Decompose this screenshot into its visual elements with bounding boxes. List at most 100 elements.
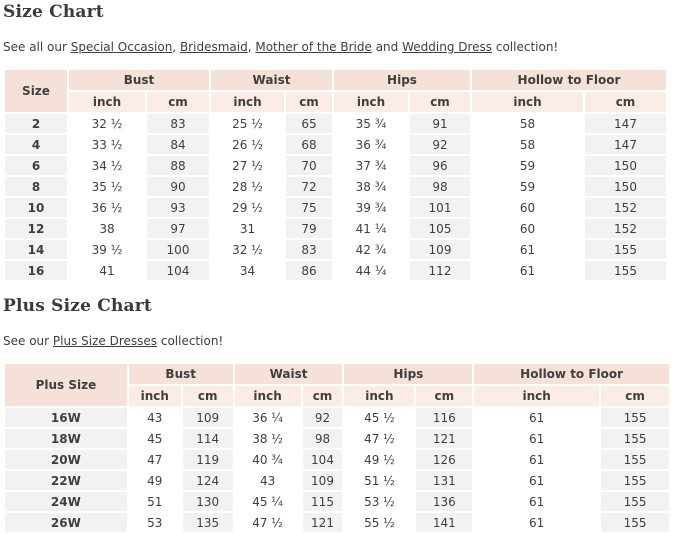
waist-group-header: Waist <box>234 364 343 384</box>
hips-group-header: Hips <box>344 364 473 384</box>
special-occasion-link[interactable]: Special Occasion <box>70 40 173 54</box>
table-row: 6 34 ½ 88 27 ½ 70 37 ¾ 96 59 150 <box>5 156 666 175</box>
measurement-cell: 83 <box>286 240 332 259</box>
measurement-cell: 29 ½ <box>211 198 284 217</box>
measurement-cell: 65 <box>286 114 332 133</box>
plus-size-column-header: Plus Size <box>5 364 127 406</box>
measurement-cell: 152 <box>585 198 666 217</box>
measurement-cell: 27 ½ <box>211 156 284 175</box>
size-cell: 26W <box>5 513 127 532</box>
measurement-cell: 75 <box>286 198 332 217</box>
measurement-cell: 49 <box>128 471 181 490</box>
measurement-cell: 31 <box>211 219 284 238</box>
measurement-cell: 141 <box>416 513 473 532</box>
measurement-cell: 53 <box>128 513 181 532</box>
table-row: 26W 53 135 47 ½ 121 55 ½ 141 61 155 <box>5 513 669 532</box>
size-cell: 20W <box>5 450 127 469</box>
measurement-cell: 116 <box>416 408 473 427</box>
measurement-cell: 155 <box>585 240 666 259</box>
measurement-cell: 61 <box>474 429 600 448</box>
measurement-cell: 155 <box>601 513 669 532</box>
measurement-cell: 26 ½ <box>211 135 284 154</box>
measurement-cell: 130 <box>182 492 233 511</box>
measurement-cell: 61 <box>474 513 600 532</box>
measurement-cell: 79 <box>286 219 332 238</box>
units-header-row: inch cm inch cm inch cm inch cm <box>5 386 669 406</box>
measurement-cell: 60 <box>472 219 583 238</box>
measurement-cell: 41 <box>69 261 145 280</box>
measurement-cell: 32 ½ <box>69 114 145 133</box>
size-cell: 18W <box>5 429 127 448</box>
measurement-cell: 121 <box>302 513 343 532</box>
measurement-cell: 155 <box>601 429 669 448</box>
measurement-cell: 51 <box>128 492 181 511</box>
size-cell: 16W <box>5 408 127 427</box>
intro-prefix: See all our <box>3 40 71 54</box>
measurement-cell: 61 <box>474 471 600 490</box>
measurement-cell: 88 <box>147 156 209 175</box>
plus-size-dresses-link[interactable]: Plus Size Dresses <box>52 334 158 348</box>
measurement-cell: 91 <box>410 114 470 133</box>
table-row: 20W 47 119 40 ¾ 104 49 ½ 126 61 155 <box>5 450 669 469</box>
unit-header: inch <box>344 386 415 406</box>
measurement-cell: 59 <box>472 156 583 175</box>
hollow-to-floor-group-header: Hollow to Floor <box>472 70 666 90</box>
measurement-cell: 25 ½ <box>211 114 284 133</box>
size-cell: 2 <box>5 114 67 133</box>
wedding-dress-link[interactable]: Wedding Dress <box>402 40 493 54</box>
measurement-cell: 45 <box>128 429 181 448</box>
measurement-cell: 35 ½ <box>69 177 145 196</box>
measurement-cell: 68 <box>286 135 332 154</box>
measurement-cell: 112 <box>410 261 470 280</box>
measurement-cell: 104 <box>302 450 343 469</box>
table-row: 2 32 ½ 83 25 ½ 65 35 ¾ 91 58 147 <box>5 114 666 133</box>
measurement-cell: 131 <box>416 471 473 490</box>
measurement-cell: 33 ½ <box>69 135 145 154</box>
table-row: 16W 43 109 36 ¼ 92 45 ½ 116 61 155 <box>5 408 669 427</box>
measurement-cell: 61 <box>474 492 600 511</box>
measurement-cell: 136 <box>416 492 473 511</box>
hips-group-header: Hips <box>334 70 470 90</box>
measurement-cell: 147 <box>585 114 666 133</box>
measurement-cell: 43 <box>234 471 301 490</box>
measurement-cell: 61 <box>472 261 583 280</box>
measurement-cell: 115 <box>302 492 343 511</box>
measurement-cell: 155 <box>585 261 666 280</box>
mother-of-the-bride-link[interactable]: Mother of the Bride <box>255 40 372 54</box>
measurement-cell: 104 <box>147 261 209 280</box>
measurement-cell: 42 ¾ <box>334 240 408 259</box>
bust-group-header: Bust <box>128 364 233 384</box>
measurement-cell: 109 <box>410 240 470 259</box>
measurement-cell: 47 ½ <box>234 513 301 532</box>
measurement-cell: 61 <box>474 450 600 469</box>
intro-suffix: collection! <box>492 40 559 54</box>
measurement-cell: 155 <box>601 408 669 427</box>
unit-header: inch <box>234 386 301 406</box>
measurement-cell: 155 <box>601 471 669 490</box>
size-cell: 22W <box>5 471 127 490</box>
table-row: 10 36 ½ 93 29 ½ 75 39 ¾ 101 60 152 <box>5 198 666 217</box>
measurement-cell: 45 ½ <box>344 408 415 427</box>
table-row: 24W 51 130 45 ¼ 115 53 ½ 136 61 155 <box>5 492 669 511</box>
unit-header: inch <box>69 92 145 112</box>
unit-header: inch <box>474 386 600 406</box>
intro-separator: and <box>371 40 403 54</box>
bridesmaid-link[interactable]: Bridesmaid <box>179 40 248 54</box>
measurement-cell: 147 <box>585 135 666 154</box>
measurement-cell: 38 ¾ <box>334 177 408 196</box>
unit-header: cm <box>416 386 473 406</box>
measurement-cell: 150 <box>585 156 666 175</box>
measurement-cell: 44 ¼ <box>334 261 408 280</box>
measurement-cell: 36 ¾ <box>334 135 408 154</box>
group-header-row: Plus Size Bust Waist Hips Hollow to Floo… <box>5 364 669 406</box>
table-row: 22W 49 124 43 109 51 ½ 131 61 155 <box>5 471 669 490</box>
plus-size-chart-table: Plus Size Bust Waist Hips Hollow to Floo… <box>3 362 671 534</box>
unit-header: cm <box>302 386 343 406</box>
measurement-cell: 109 <box>302 471 343 490</box>
measurement-cell: 105 <box>410 219 470 238</box>
measurement-cell: 119 <box>182 450 233 469</box>
unit-header: inch <box>128 386 181 406</box>
unit-header: cm <box>410 92 470 112</box>
size-cell: 6 <box>5 156 67 175</box>
measurement-cell: 45 ¼ <box>234 492 301 511</box>
